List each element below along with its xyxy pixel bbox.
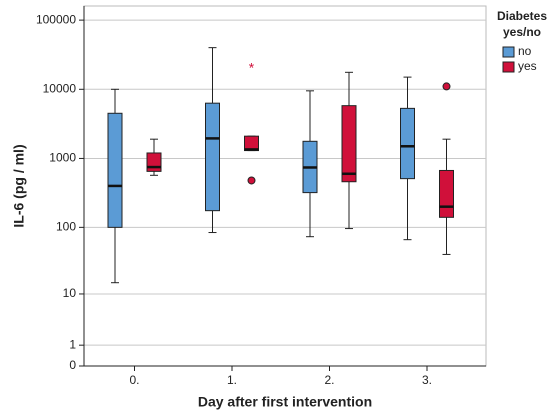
legend-label: no: [518, 44, 532, 58]
box: [146, 152, 162, 172]
x-tick-label: 2.: [324, 373, 334, 387]
y-tick-label: 10: [63, 286, 77, 300]
legend-swatch: [502, 61, 515, 73]
y-tick-label: 0: [69, 358, 76, 372]
outlier: [442, 82, 451, 91]
y-tick-label: 10000: [43, 81, 77, 95]
box: [107, 112, 123, 228]
x-tick-label: 1.: [227, 373, 237, 387]
box: [341, 105, 357, 183]
box: [205, 102, 220, 212]
outlier: [247, 176, 256, 185]
x-tick-label: 0.: [129, 373, 139, 387]
box: [400, 107, 415, 180]
legend-title: yes/no: [503, 25, 541, 39]
legend-title: Diabetes: [497, 9, 547, 23]
legend-swatch: [502, 46, 515, 58]
y-tick-label: 100000: [36, 12, 76, 26]
plot-frame: [83, 5, 487, 367]
x-tick-label: 3.: [422, 373, 432, 387]
y-tick-label: 1: [69, 337, 76, 351]
y-tick-label: 1000: [49, 151, 76, 165]
y-tick-label: 100: [56, 220, 76, 234]
x-axis-title: Day after first intervention: [198, 394, 372, 410]
legend-label: yes: [518, 59, 537, 73]
outlier-star: *: [249, 60, 255, 76]
box: [439, 169, 454, 218]
y-axis-title: IL-6 (pg / ml): [11, 144, 27, 227]
